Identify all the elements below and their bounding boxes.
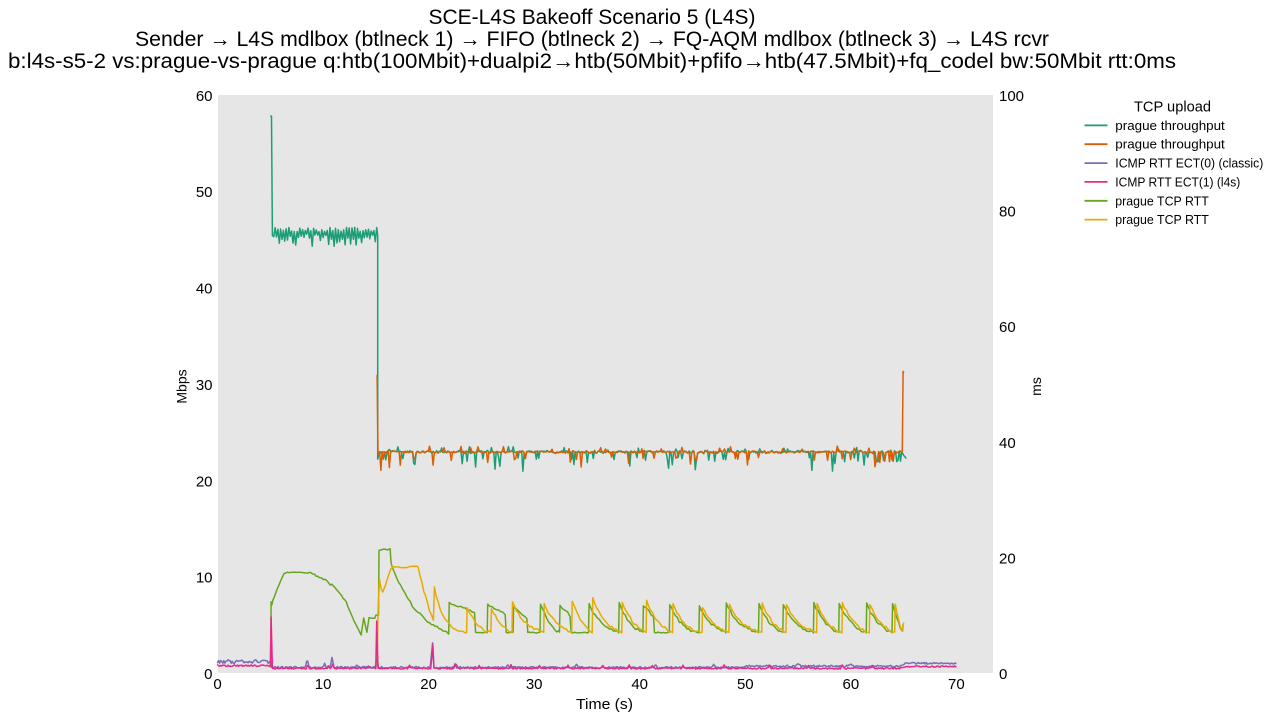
svg-text:10: 10 xyxy=(315,676,332,693)
svg-text:100: 100 xyxy=(999,88,1024,105)
svg-text:80: 80 xyxy=(999,204,1016,221)
svg-text:20: 20 xyxy=(999,550,1016,567)
svg-text:b:l4s-s5-2 vs:prague-vs-prague: b:l4s-s5-2 vs:prague-vs-prague q:htb(100… xyxy=(8,50,1176,73)
svg-text:50: 50 xyxy=(196,184,213,201)
svg-text:0: 0 xyxy=(999,666,1007,683)
svg-text:prague TCP RTT: prague TCP RTT xyxy=(1115,212,1209,227)
svg-text:40: 40 xyxy=(196,281,213,298)
svg-text:0: 0 xyxy=(213,676,221,693)
svg-text:ICMP RTT ECT(1) (l4s): ICMP RTT ECT(1) (l4s) xyxy=(1115,174,1240,189)
svg-text:30: 30 xyxy=(526,676,543,693)
svg-text:40: 40 xyxy=(999,435,1016,452)
svg-text:Sender → L4S mdlbox (btlneck 1: Sender → L4S mdlbox (btlneck 1) → FIFO (… xyxy=(135,28,1049,51)
svg-text:prague TCP RTT: prague TCP RTT xyxy=(1115,193,1209,208)
svg-text:Mbps: Mbps xyxy=(174,369,190,403)
svg-text:20: 20 xyxy=(196,473,213,490)
svg-text:TCP upload: TCP upload xyxy=(1134,99,1211,116)
svg-text:40: 40 xyxy=(631,676,648,693)
svg-text:60: 60 xyxy=(999,319,1016,336)
svg-text:60: 60 xyxy=(196,88,213,105)
svg-text:30: 30 xyxy=(196,377,213,394)
svg-text:70: 70 xyxy=(948,676,965,693)
svg-text:10: 10 xyxy=(196,570,213,587)
svg-text:20: 20 xyxy=(420,676,437,693)
svg-text:prague throughput: prague throughput xyxy=(1115,118,1225,133)
svg-text:prague throughput: prague throughput xyxy=(1115,137,1225,152)
svg-text:50: 50 xyxy=(737,676,754,693)
svg-text:0: 0 xyxy=(204,666,212,683)
svg-text:ICMP RTT ECT(0) (classic): ICMP RTT ECT(0) (classic) xyxy=(1115,156,1263,171)
svg-text:ms: ms xyxy=(1028,377,1044,396)
svg-text:60: 60 xyxy=(843,676,860,693)
svg-text:Time (s): Time (s) xyxy=(576,696,633,713)
svg-text:SCE-L4S Bakeoff Scenario 5 (L4: SCE-L4S Bakeoff Scenario 5 (L4S) xyxy=(429,6,756,29)
